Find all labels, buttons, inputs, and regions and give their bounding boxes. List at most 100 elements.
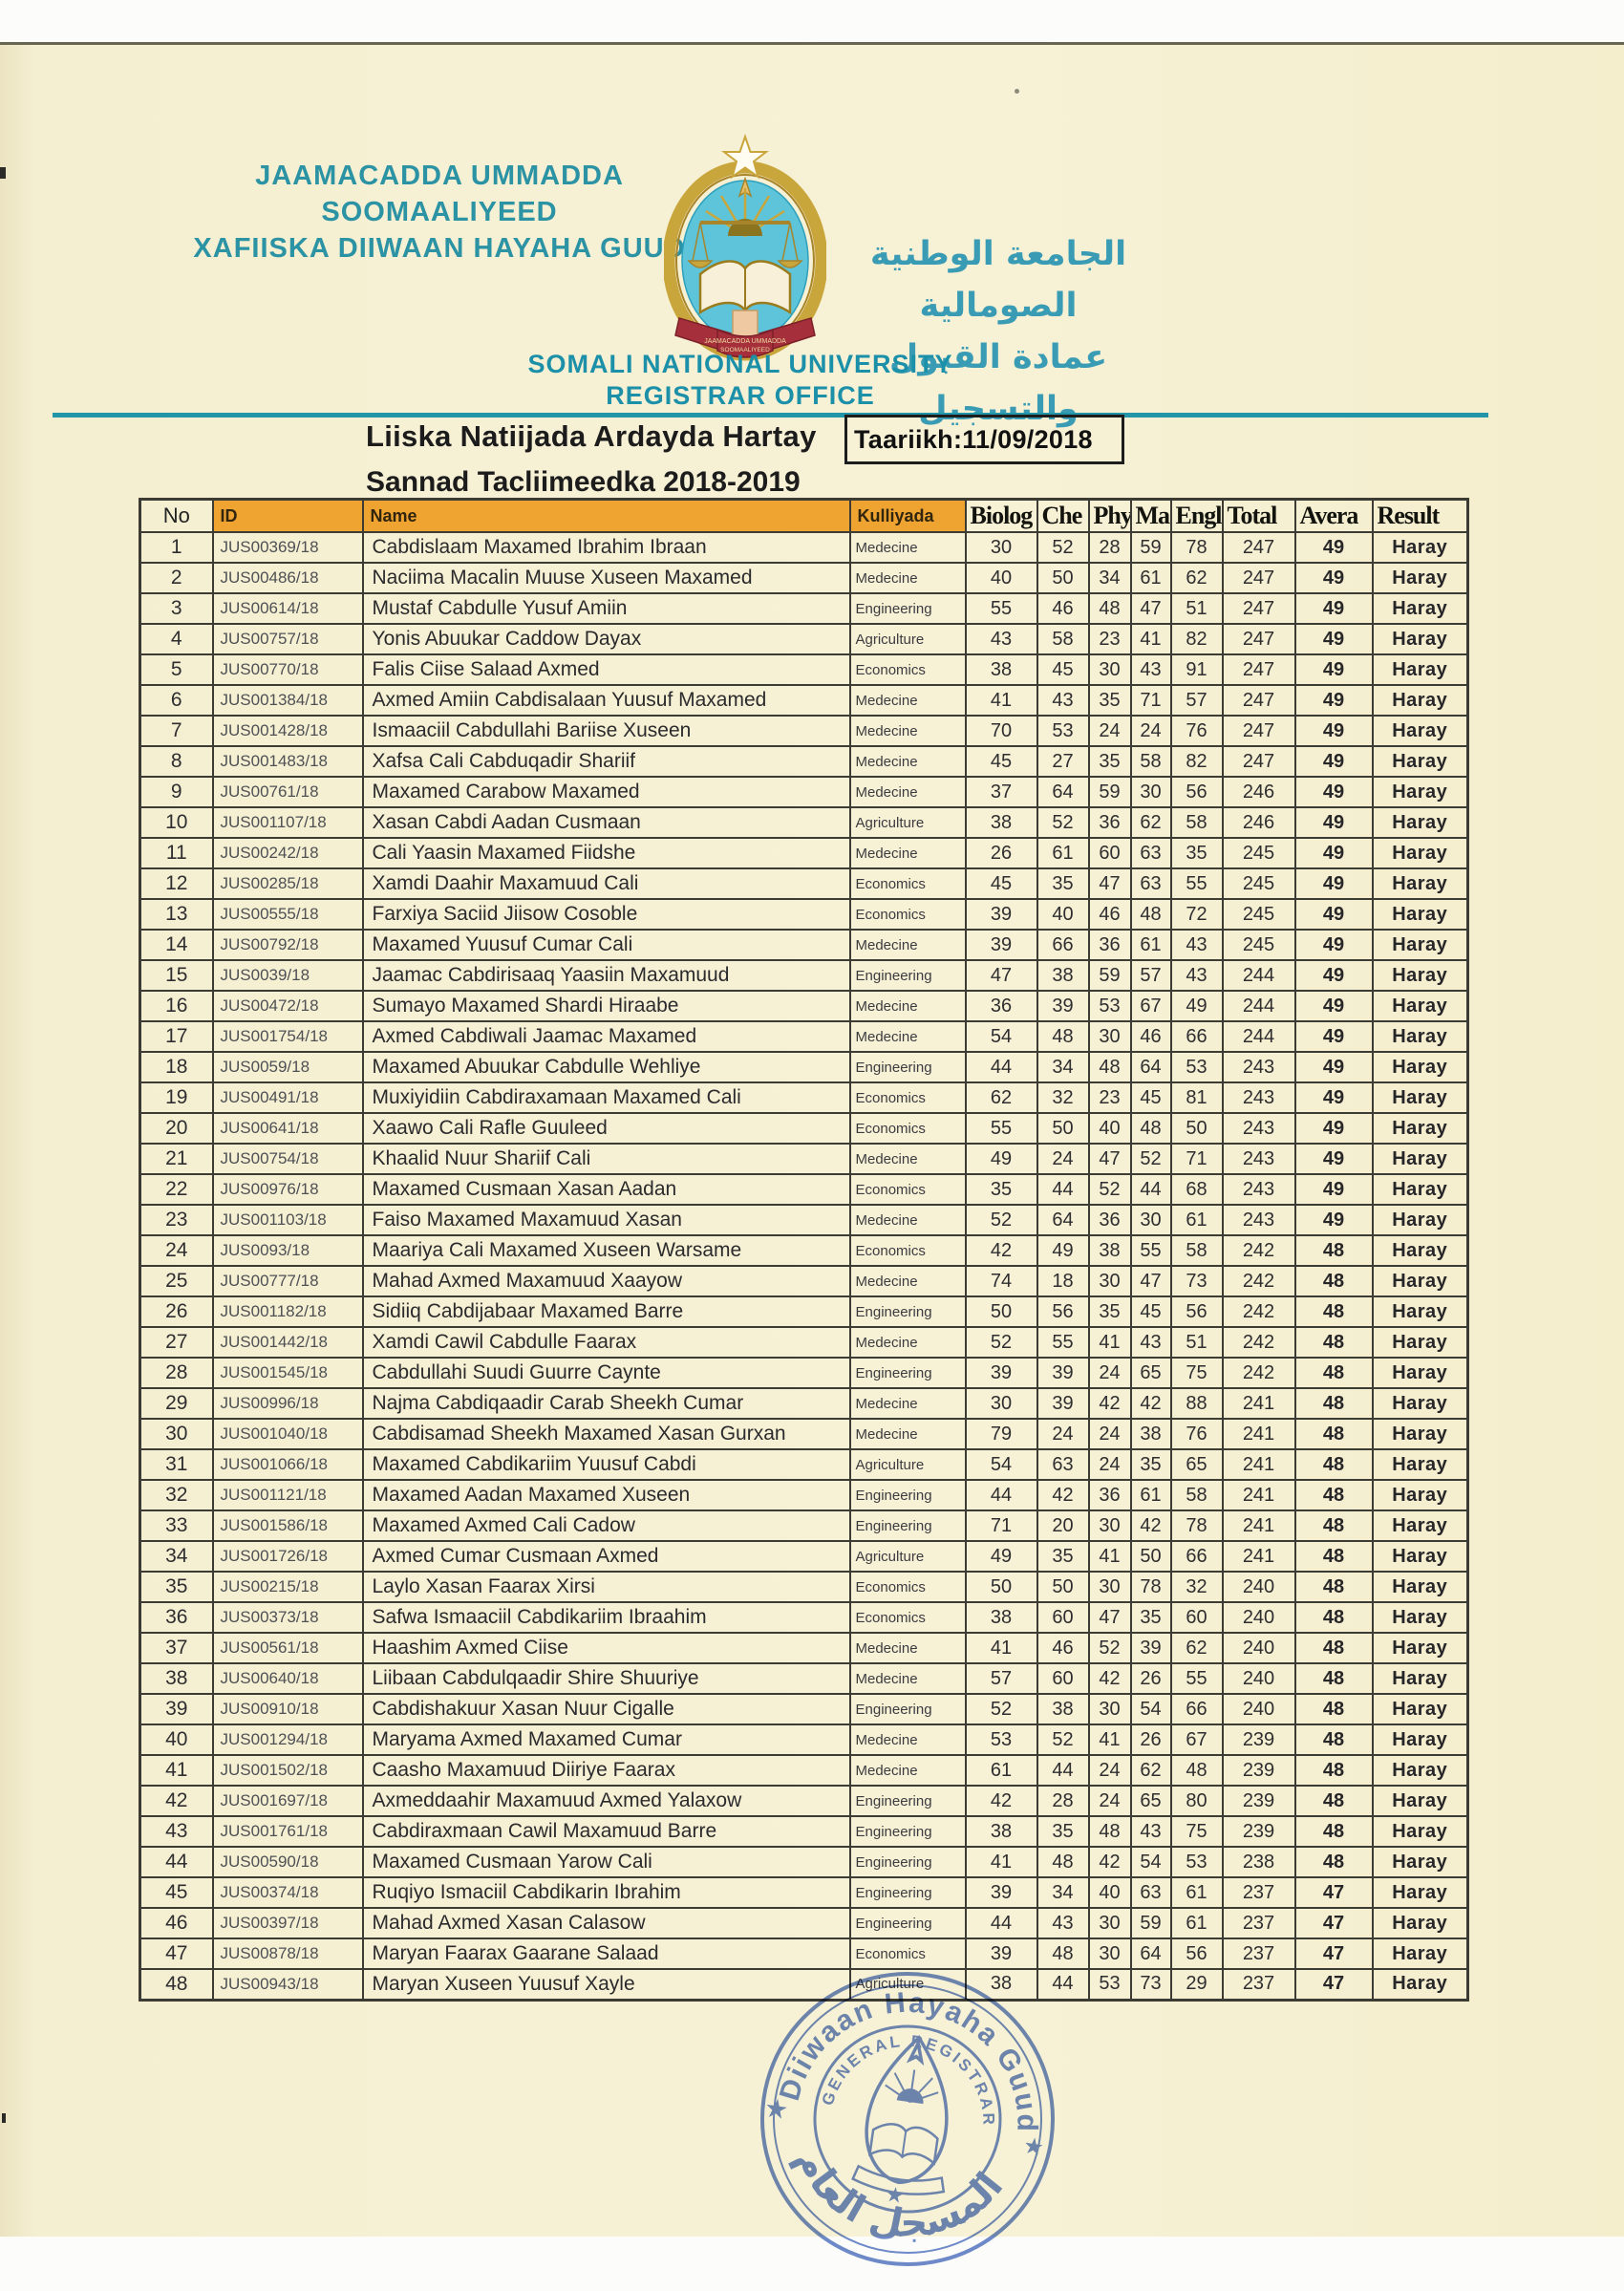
cell-no: 24 bbox=[139, 1234, 214, 1267]
cell-kulliyada: Engineering bbox=[848, 1357, 967, 1389]
cell-total: 242 bbox=[1221, 1357, 1296, 1389]
cell-name: Axmed Cabdiwali Jaamac Maxamed bbox=[361, 1020, 851, 1053]
cell-no: 38 bbox=[139, 1662, 214, 1695]
cell-no: 12 bbox=[139, 867, 214, 900]
cell-average: 48 bbox=[1293, 1693, 1374, 1725]
cell-name: Yonis Abuukar Caddow Dayax bbox=[361, 623, 851, 655]
cell-biology: 79 bbox=[964, 1418, 1038, 1450]
cell-no: 17 bbox=[139, 1020, 214, 1053]
table-row: 40 JUS001294/18 Maryama Axmed Maxamed Cuma… bbox=[139, 1724, 1469, 1756]
cell-math: 42 bbox=[1129, 1387, 1172, 1420]
cell-chemistry: 55 bbox=[1036, 1326, 1090, 1359]
date-box: Taariikh:11/09/2018 bbox=[844, 415, 1124, 464]
cell-average: 48 bbox=[1293, 1326, 1374, 1359]
cell-no: 25 bbox=[139, 1265, 214, 1297]
table-row: 27 JUS001442/18 Xamdi Cawil Cabdulle Faara… bbox=[139, 1326, 1469, 1359]
cell-no: 1 bbox=[139, 531, 214, 564]
cell-no: 37 bbox=[139, 1632, 214, 1664]
cell-math: 42 bbox=[1129, 1509, 1172, 1542]
cell-chemistry: 61 bbox=[1036, 837, 1090, 869]
cell-id: JUS001483/18 bbox=[211, 745, 364, 778]
table-row: 17 JUS001754/18 Axmed Cabdiwali Jaamac Max… bbox=[139, 1020, 1469, 1053]
cell-chemistry: 50 bbox=[1036, 1112, 1090, 1145]
cell-name: Maryan Faarax Gaarane Salaad bbox=[361, 1938, 851, 1970]
cell-result: Haray bbox=[1371, 959, 1469, 992]
cell-name: Naciima Macalin Muuse Xuseen Maxamed bbox=[361, 562, 851, 594]
cell-id: JUS00757/18 bbox=[211, 623, 364, 655]
cell-kulliyada: Agriculture bbox=[848, 806, 967, 839]
cell-chemistry: 39 bbox=[1036, 990, 1090, 1022]
cell-no: 3 bbox=[139, 592, 214, 625]
table-row: 46 JUS00397/18 Mahad Axmed Xasan Calasow En… bbox=[139, 1907, 1469, 1939]
cell-english: 49 bbox=[1169, 990, 1224, 1022]
cell-average: 49 bbox=[1293, 898, 1374, 931]
cell-id: JUS00555/18 bbox=[211, 898, 364, 931]
cell-name: Maxamed Carabow Maxamed bbox=[361, 776, 851, 808]
cell-math: 67 bbox=[1129, 990, 1172, 1022]
cell-biology: 39 bbox=[964, 1938, 1038, 1970]
cell-total: 239 bbox=[1221, 1785, 1296, 1817]
cell-no: 15 bbox=[139, 959, 214, 992]
cell-id: JUS00878/18 bbox=[211, 1938, 364, 1970]
cell-id: JUS001697/18 bbox=[211, 1785, 364, 1817]
cell-physics: 36 bbox=[1087, 1204, 1132, 1236]
cell-english: 65 bbox=[1169, 1448, 1224, 1481]
cell-total: 240 bbox=[1221, 1693, 1296, 1725]
cell-english: 66 bbox=[1169, 1020, 1224, 1053]
cell-chemistry: 39 bbox=[1036, 1387, 1090, 1420]
cell-result: Haray bbox=[1371, 1571, 1469, 1603]
cell-total: 239 bbox=[1221, 1724, 1296, 1756]
cell-result: Haray bbox=[1371, 1418, 1469, 1450]
cell-physics: 35 bbox=[1087, 1295, 1132, 1328]
cell-average: 48 bbox=[1293, 1509, 1374, 1542]
cell-id: JUS001545/18 bbox=[211, 1357, 364, 1389]
cell-no: 48 bbox=[139, 1968, 214, 2001]
table-row: 21 JUS00754/18 Khaalid Nuur Shariif Cali Me… bbox=[139, 1143, 1469, 1175]
cell-physics: 42 bbox=[1087, 1387, 1132, 1420]
cell-result: Haray bbox=[1371, 1265, 1469, 1297]
cell-no: 31 bbox=[139, 1448, 214, 1481]
cell-result: Haray bbox=[1371, 1173, 1469, 1206]
cell-result: Haray bbox=[1371, 1601, 1469, 1634]
cell-id: JUS00976/18 bbox=[211, 1173, 364, 1206]
cell-id: JUS00285/18 bbox=[211, 867, 364, 900]
cell-math: 61 bbox=[1129, 562, 1172, 594]
cell-no: 11 bbox=[139, 837, 214, 869]
cell-biology: 38 bbox=[964, 1601, 1038, 1634]
cell-kulliyada: Medecine bbox=[848, 1418, 967, 1450]
cell-average: 49 bbox=[1293, 1204, 1374, 1236]
cell-id: JUS00486/18 bbox=[211, 562, 364, 594]
cell-math: 73 bbox=[1129, 1968, 1172, 2001]
cell-physics: 35 bbox=[1087, 684, 1132, 717]
table-row: 8 JUS001483/18 Xafsa Cali Cabduqadir Shari… bbox=[139, 745, 1469, 778]
cell-average: 48 bbox=[1293, 1265, 1374, 1297]
table-row: 39 JUS00910/18 Cabdishakuur Xasan Nuur Cig… bbox=[139, 1693, 1469, 1725]
cell-average: 48 bbox=[1293, 1571, 1374, 1603]
stamp-emblem-icon bbox=[851, 2035, 949, 2195]
cell-physics: 59 bbox=[1087, 776, 1132, 808]
cell-no: 6 bbox=[139, 684, 214, 717]
cell-no: 26 bbox=[139, 1295, 214, 1328]
cell-average: 49 bbox=[1293, 684, 1374, 717]
cell-kulliyada: Medecine bbox=[848, 1754, 967, 1787]
cell-result: Haray bbox=[1371, 1968, 1469, 2001]
cell-kulliyada: Engineering bbox=[848, 592, 967, 625]
cell-biology: 50 bbox=[964, 1295, 1038, 1328]
cell-average: 49 bbox=[1293, 531, 1374, 564]
org-english-line1: SOMALI NATIONAL UNIVERSITY bbox=[527, 350, 953, 378]
table-row: 22 JUS00976/18 Maxamed Cusmaan Xasan Aadan… bbox=[139, 1173, 1469, 1206]
col-header-chemistry: Che bbox=[1036, 498, 1090, 533]
cell-english: 82 bbox=[1169, 623, 1224, 655]
cell-english: 56 bbox=[1169, 776, 1224, 808]
banner-text-line2: SOOMAALIYEED bbox=[720, 347, 770, 353]
cell-average: 48 bbox=[1293, 1540, 1374, 1573]
table-row: 16 JUS00472/18 Sumayo Maxamed Shardi Hiraa… bbox=[139, 990, 1469, 1022]
cell-kulliyada: Medecine bbox=[848, 562, 967, 594]
table-row: 30 JUS001040/18 Cabdisamad Sheekh Maxamed … bbox=[139, 1418, 1469, 1450]
cell-total: 242 bbox=[1221, 1265, 1296, 1297]
cell-kulliyada: Engineering bbox=[848, 1051, 967, 1083]
cell-math: 61 bbox=[1129, 1479, 1172, 1511]
cell-english: 60 bbox=[1169, 1601, 1224, 1634]
cell-biology: 49 bbox=[964, 1540, 1038, 1573]
cell-id: JUS00242/18 bbox=[211, 837, 364, 869]
